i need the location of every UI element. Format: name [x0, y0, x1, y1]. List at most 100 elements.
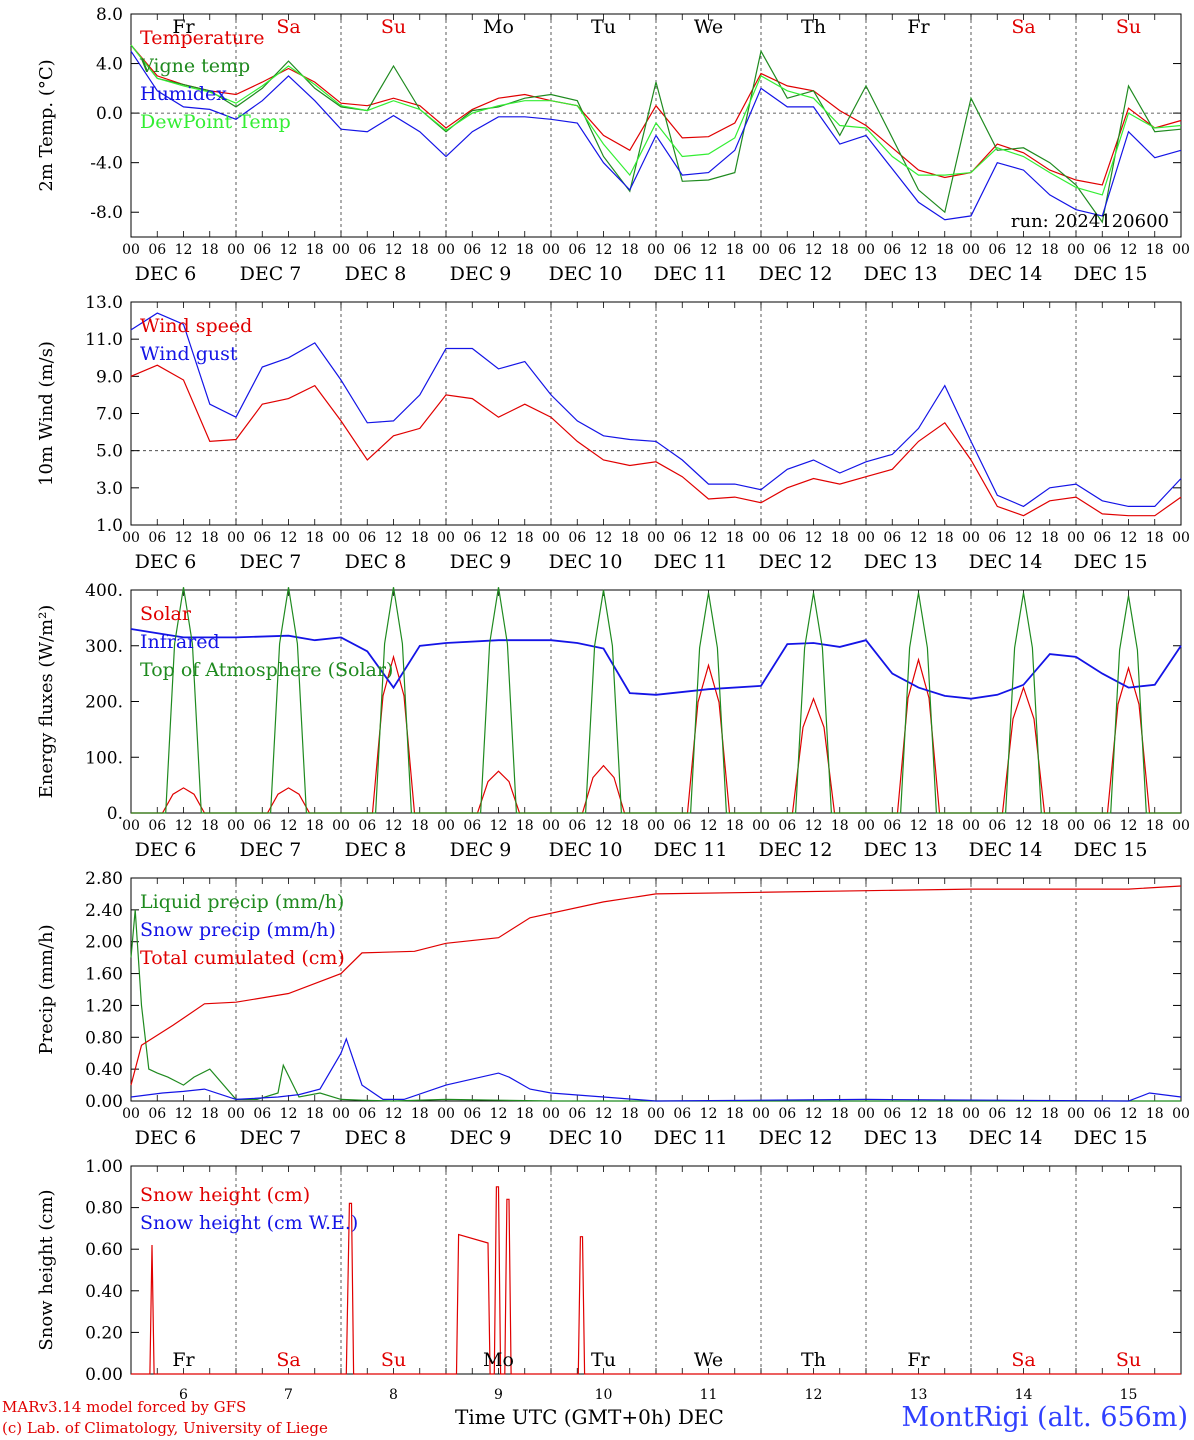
hour-tick-label: 18 [516, 1106, 534, 1122]
date-label: DEC 13 [864, 1127, 938, 1149]
hour-tick-label: 06 [883, 242, 901, 258]
hour-tick-label: 06 [1093, 530, 1111, 546]
hour-tick-label: 06 [358, 1106, 376, 1122]
hour-tick-label: 12 [280, 818, 298, 834]
hour-tick-label: 00 [962, 818, 980, 834]
hour-tick-label: 00 [332, 818, 350, 834]
day-number-label: 7 [284, 1387, 293, 1403]
hour-tick-label: 00 [1172, 818, 1190, 834]
hour-tick-label: 00 [1067, 818, 1085, 834]
y-tick-label: 1.00 [85, 1157, 123, 1177]
hour-tick-label: 00 [752, 818, 770, 834]
hour-tick-label: 00 [332, 242, 350, 258]
weekday-label: Tu [591, 1349, 616, 1371]
date-label: DEC 10 [549, 551, 623, 573]
hour-tick-label: 06 [463, 818, 481, 834]
date-label: DEC 10 [549, 263, 623, 285]
plot-frame [131, 590, 1181, 813]
hour-tick-label: 18 [726, 530, 744, 546]
hour-tick-label: 12 [1120, 1106, 1138, 1122]
hour-tick-label: 06 [148, 242, 166, 258]
hour-tick-label: 06 [463, 530, 481, 546]
hour-tick-label: 00 [227, 818, 245, 834]
hour-tick-label: 12 [1120, 818, 1138, 834]
hour-tick-label: 12 [385, 818, 403, 834]
y-axis-title: Snow height (cm) [36, 1189, 57, 1350]
hour-tick-label: 12 [805, 242, 823, 258]
legend-entry: Snow precip (mm/h) [140, 919, 336, 941]
y-tick-label: 100. [85, 748, 123, 768]
hour-tick-label: 06 [253, 1106, 271, 1122]
y-tick-label: 200. [85, 693, 123, 713]
day-number-label: 11 [700, 1387, 718, 1403]
date-label: DEC 7 [240, 263, 302, 285]
hour-tick-label: 18 [936, 242, 954, 258]
hour-tick-label: 12 [1120, 242, 1138, 258]
y-tick-label: 3.0 [96, 479, 123, 499]
date-label: DEC 8 [345, 263, 407, 285]
hour-tick-label: 06 [673, 818, 691, 834]
date-label: DEC 13 [864, 839, 938, 861]
y-tick-label: 11.0 [85, 330, 123, 350]
hour-tick-label: 18 [1041, 242, 1059, 258]
legend-entry: Top of Atmosphere (Solar) [140, 659, 393, 681]
date-label: DEC 11 [654, 551, 728, 573]
hour-tick-label: 12 [490, 242, 508, 258]
hour-tick-label: 06 [253, 530, 271, 546]
hour-tick-label: 00 [122, 818, 140, 834]
weekday-label: Su [1116, 1349, 1141, 1371]
hour-tick-label: 06 [883, 818, 901, 834]
hour-tick-label: 00 [1067, 242, 1085, 258]
hour-tick-label: 06 [988, 530, 1006, 546]
y-tick-label: 7.0 [96, 405, 123, 425]
hour-tick-label: 12 [490, 818, 508, 834]
hour-tick-label: 12 [175, 818, 193, 834]
legend-entry: Temperature [140, 27, 264, 49]
credit-line-2: (c) Lab. of Climatology, University of L… [2, 1419, 328, 1437]
hour-tick-label: 00 [542, 530, 560, 546]
hour-tick-label: 18 [1146, 1106, 1164, 1122]
y-tick-label: 2.00 [85, 933, 123, 953]
legend-entry: Wind gust [140, 343, 238, 365]
hour-tick-label: 12 [280, 1106, 298, 1122]
hour-tick-label: 00 [647, 242, 665, 258]
weekday-label: Sa [1011, 1349, 1035, 1371]
y-axis-title: Precip (mm/h) [36, 924, 57, 1054]
y-tick-label: -4.0 [90, 154, 123, 174]
hour-tick-label: 12 [700, 818, 718, 834]
weekday-label: Mo [483, 16, 514, 38]
hour-tick-label: 00 [857, 242, 875, 258]
hour-tick-label: 00 [122, 242, 140, 258]
legend-entry: Vigne temp [139, 55, 250, 77]
y-tick-label: 4.0 [96, 55, 123, 75]
hour-tick-label: 18 [1146, 242, 1164, 258]
weekday-label: Sa [1011, 16, 1035, 38]
date-label: DEC 15 [1074, 1127, 1148, 1149]
hour-tick-label: 12 [175, 1106, 193, 1122]
hour-tick-label: 06 [148, 818, 166, 834]
date-label: DEC 9 [450, 1127, 512, 1149]
panel-2: 13.011.09.07.05.03.01.010m Wind (m/s)Win… [36, 293, 1190, 573]
date-label: DEC 11 [654, 263, 728, 285]
date-label: DEC 6 [135, 839, 197, 861]
hour-tick-label: 06 [778, 818, 796, 834]
hour-tick-label: 00 [752, 1106, 770, 1122]
date-label: DEC 15 [1074, 263, 1148, 285]
hour-tick-label: 06 [673, 530, 691, 546]
hour-tick-label: 12 [490, 1106, 508, 1122]
hour-tick-label: 00 [122, 1106, 140, 1122]
hour-tick-label: 18 [936, 530, 954, 546]
y-tick-label: 0.00 [85, 1092, 123, 1112]
hour-tick-label: 00 [1067, 530, 1085, 546]
hour-tick-label: 12 [1120, 530, 1138, 546]
hour-tick-label: 18 [201, 530, 219, 546]
hour-tick-label: 12 [595, 530, 613, 546]
hour-tick-label: 18 [831, 530, 849, 546]
hour-tick-label: 18 [306, 242, 324, 258]
date-label: DEC 12 [759, 263, 833, 285]
hour-tick-label: 12 [595, 818, 613, 834]
date-label: DEC 12 [759, 839, 833, 861]
hour-tick-label: 12 [385, 1106, 403, 1122]
date-label: DEC 8 [345, 1127, 407, 1149]
hour-tick-label: 18 [1041, 818, 1059, 834]
